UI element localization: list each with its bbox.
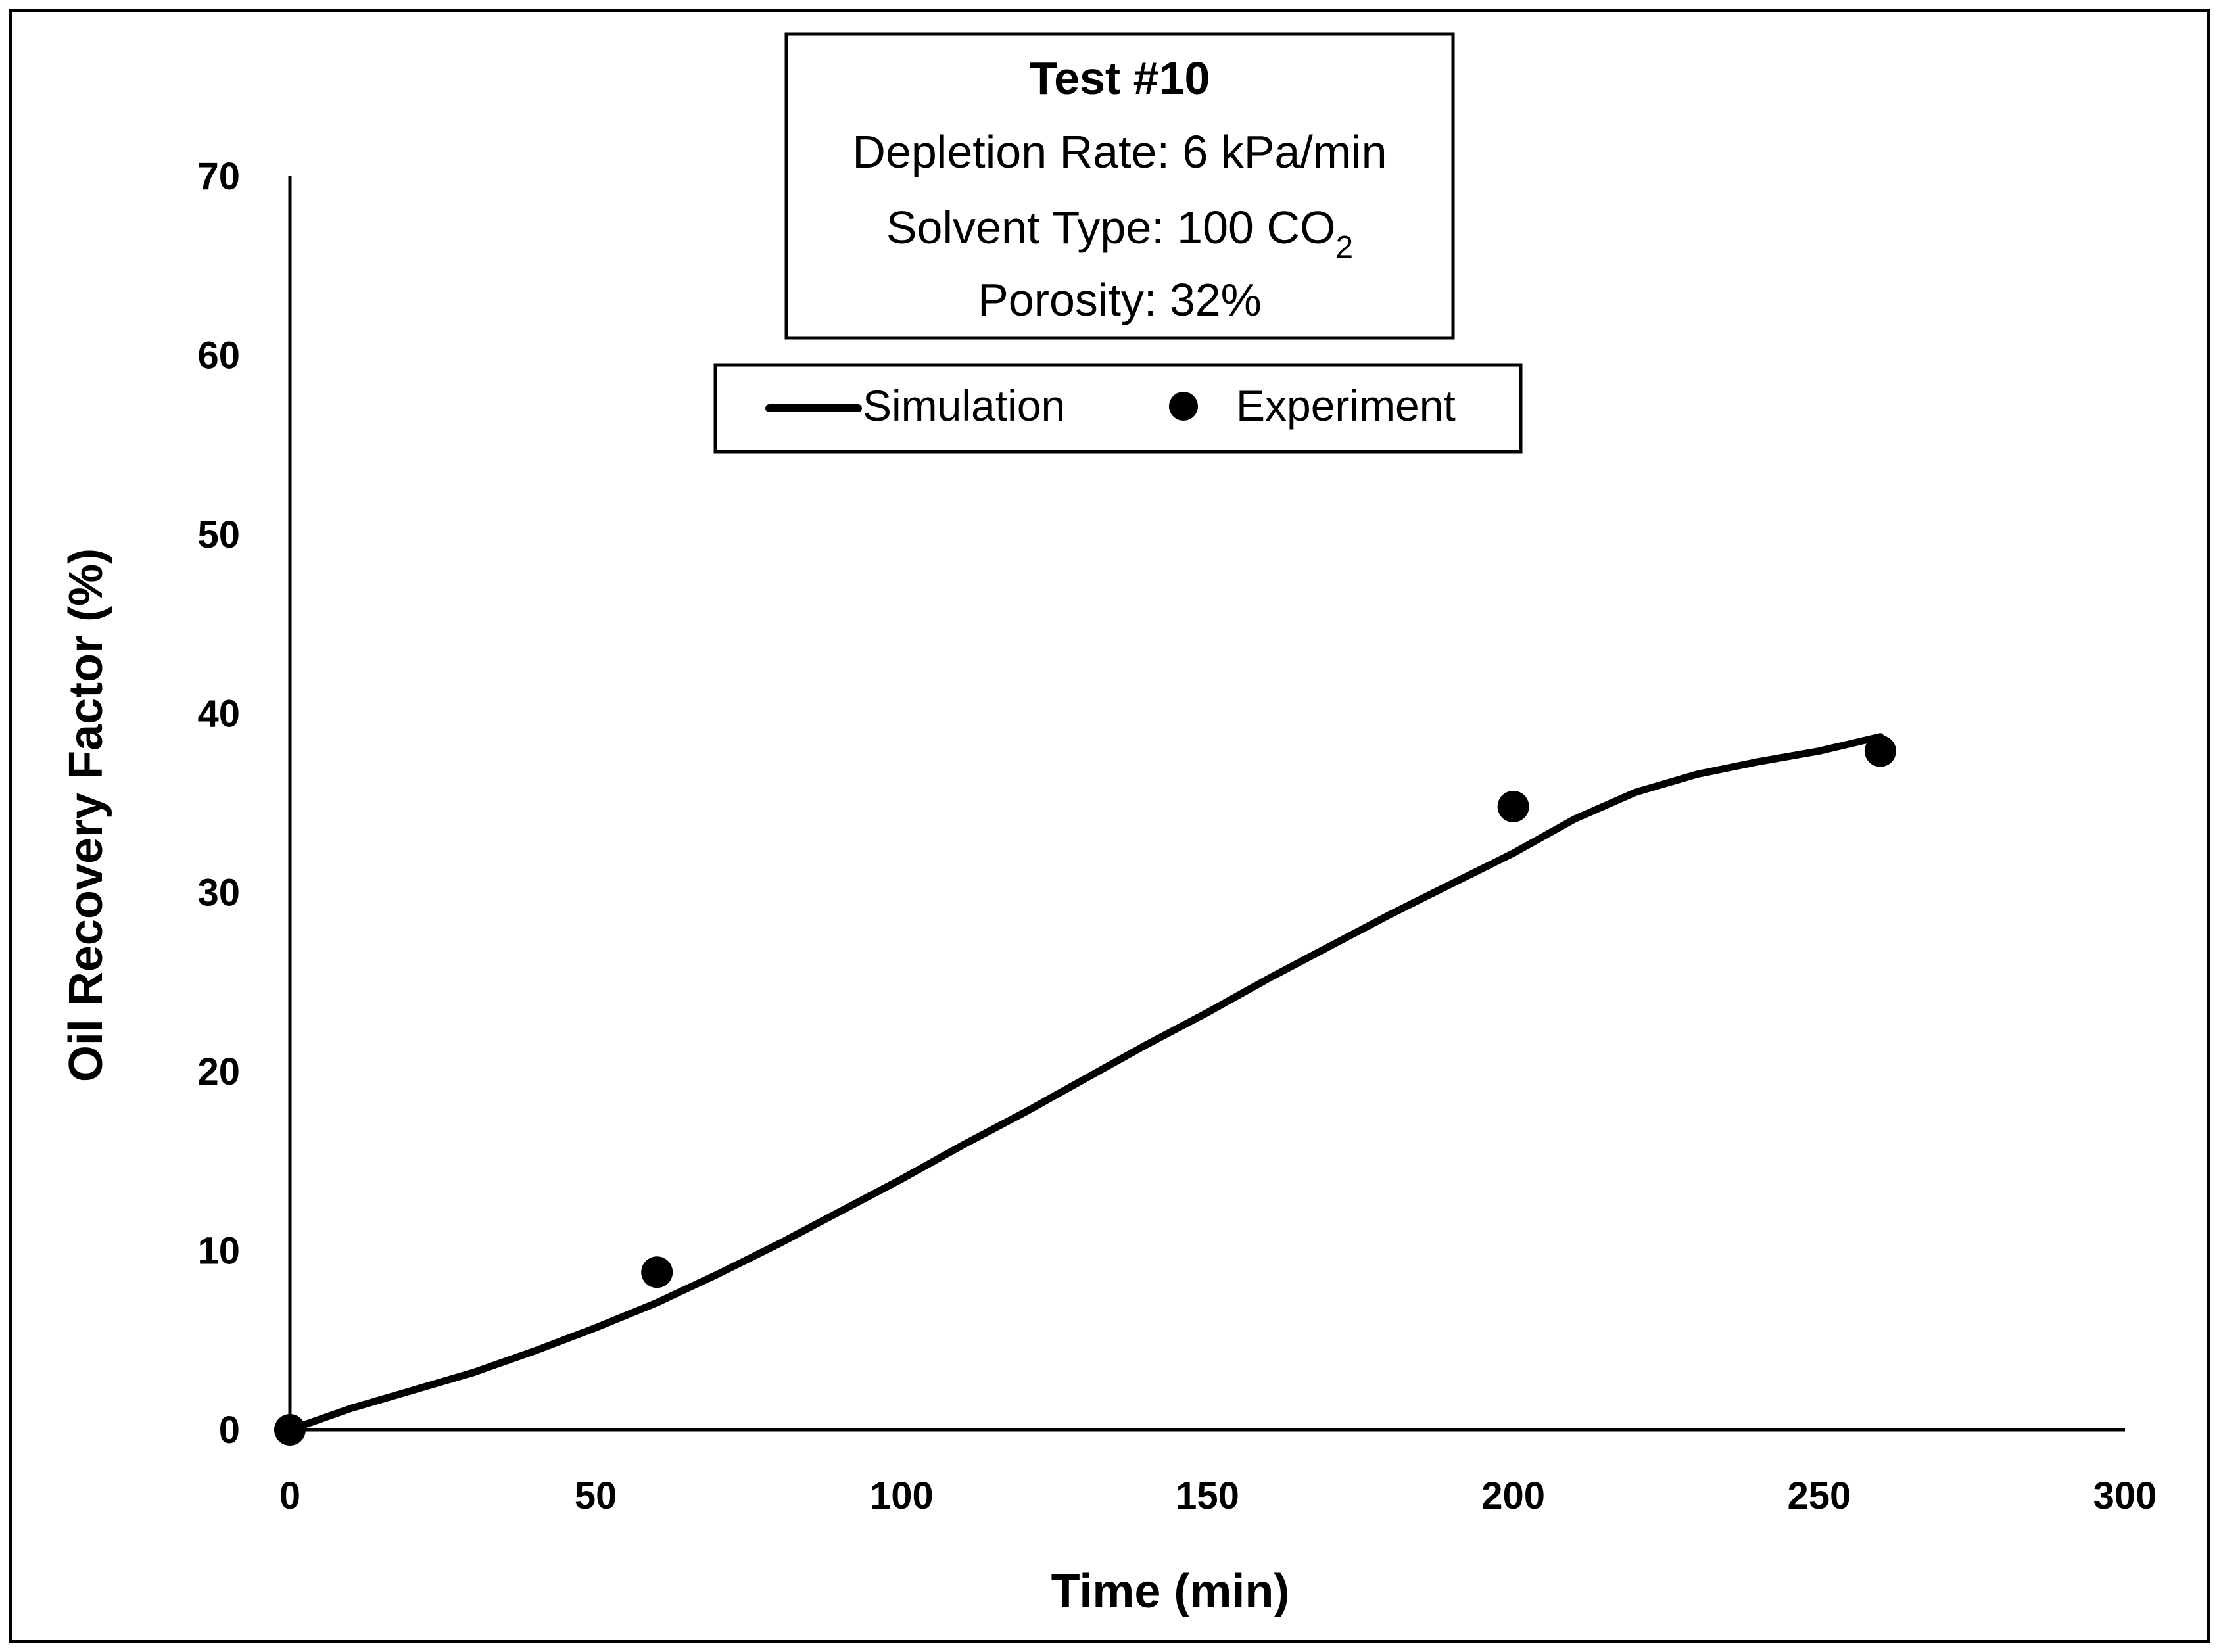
legend-simulation-label: Simulation: [863, 381, 1065, 430]
y-tick-labels: 0 10 20 30 40 50 60 70: [197, 155, 240, 1451]
y-tick-label-3: 30: [197, 872, 240, 914]
x-tick-label-1: 50: [575, 1475, 617, 1517]
x-tick-label-4: 200: [1481, 1475, 1545, 1517]
x-tick-label-6: 300: [2093, 1475, 2157, 1517]
x-axis-title: Time (min): [1051, 1565, 1290, 1618]
solvent-type-subscript: 2: [1335, 230, 1353, 265]
y-axis-title: Oil Recovery Factor (%): [60, 548, 112, 1082]
experiment-point-2: [1497, 790, 1529, 822]
x-tick-label-2: 100: [870, 1475, 934, 1517]
annotation-depletion-rate: Depletion Rate: 6 kPa/min: [852, 126, 1387, 177]
y-tick-label-6: 60: [197, 334, 240, 377]
x-tick-labels: 0 50 100 150 200 250 300: [279, 1475, 2157, 1517]
series-layer: [274, 733, 1896, 1446]
y-tick-label-7: 70: [197, 155, 240, 198]
experiment-point-0: [274, 1414, 306, 1446]
annotation-box: Test #10 Depletion Rate: 6 kPa/min Solve…: [784, 32, 1455, 340]
simulation-series-line: [286, 733, 1884, 1434]
legend-experiment-label: Experiment: [1236, 381, 1456, 430]
experiment-point-1: [641, 1256, 673, 1288]
y-tick-label-5: 50: [197, 513, 240, 556]
legend-experiment-marker: [1169, 392, 1198, 421]
x-tick-label-0: 0: [279, 1475, 300, 1517]
annotation-box-frame: [784, 32, 1455, 340]
legend: Simulation Experiment: [713, 363, 1523, 454]
experiment-point-3: [1864, 735, 1896, 767]
solvent-type-text: Solvent Type: 100 CO: [886, 202, 1336, 253]
annotation-title: Test #10: [1030, 53, 1210, 104]
annotation-solvent-type: Solvent Type: 100 CO2: [886, 202, 1353, 265]
y-tick-label-2: 20: [197, 1050, 240, 1093]
x-tick-label-5: 250: [1787, 1475, 1851, 1517]
y-tick-label-0: 0: [219, 1409, 240, 1451]
annotation-porosity: Porosity: 32%: [978, 274, 1262, 325]
x-tick-label-3: 150: [1176, 1475, 1239, 1517]
y-tick-label-1: 10: [197, 1230, 240, 1273]
y-tick-label-4: 40: [197, 692, 240, 735]
